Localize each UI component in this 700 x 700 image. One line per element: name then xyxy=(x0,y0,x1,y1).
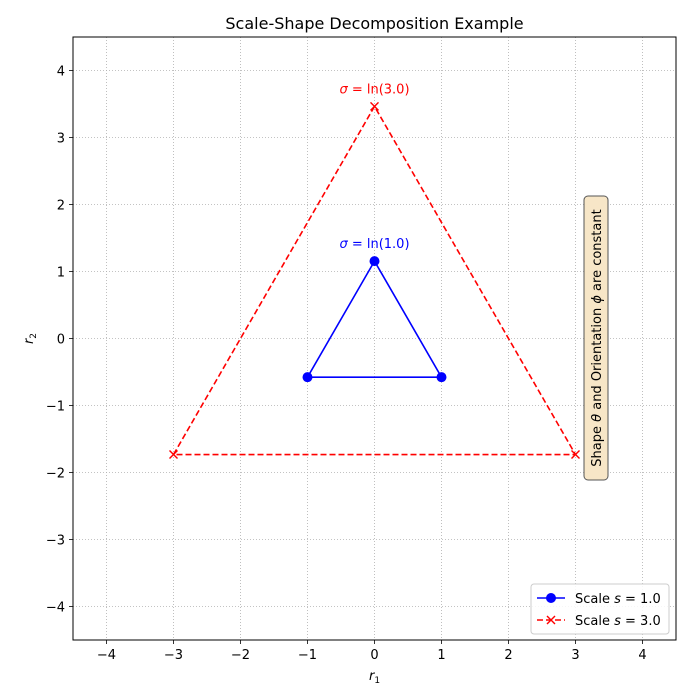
legend-item-2: Scale s = 3.0 xyxy=(537,614,661,629)
series-line xyxy=(172,106,577,456)
x-tick-label: 0 xyxy=(370,648,378,663)
x-tick-label: −2 xyxy=(231,648,250,663)
legend-marker xyxy=(546,615,556,625)
data-point xyxy=(169,450,178,460)
annotations: σ = ln(1.0) σ = ln(3.0) xyxy=(339,82,409,252)
side-note-box xyxy=(583,195,609,481)
series-line xyxy=(306,260,443,378)
y-tick-label: −4 xyxy=(46,601,65,616)
x-tick-label: 3 xyxy=(571,648,579,663)
x-tick-label: 2 xyxy=(504,648,512,663)
x-tick-label: −1 xyxy=(298,648,317,663)
series-1 xyxy=(302,256,447,383)
side-note: Shape θ and Orientation ϕ are constant xyxy=(583,195,609,481)
series-annotation: σ = ln(3.0) xyxy=(339,82,409,97)
y-tick-label: 4 xyxy=(57,65,65,80)
series-layer xyxy=(169,101,580,460)
series-2 xyxy=(169,101,580,460)
data-point xyxy=(369,256,380,267)
y-tick-label: 2 xyxy=(57,199,65,214)
ticks: −4 −3 −2 −1 0 1 2 3 4 −4 −3 −2 −1 0 1 2 3 4 xyxy=(46,65,647,664)
x-axis-label: r1 xyxy=(369,669,380,686)
legend-label: Scale s = 3.0 xyxy=(575,614,661,629)
x-tick-label: −3 xyxy=(164,648,183,663)
legend-label: Scale s = 1.0 xyxy=(575,592,661,607)
y-tick-label: 0 xyxy=(57,333,65,348)
legend-marker xyxy=(546,593,556,603)
y-tick-label: 3 xyxy=(57,132,65,147)
y-tick-label: 1 xyxy=(57,266,65,281)
data-point xyxy=(302,372,313,383)
side-note-text: Shape θ and Orientation ϕ are constant xyxy=(590,209,605,466)
legend: Scale s = 1.0 Scale s = 3.0 xyxy=(530,583,670,635)
data-point xyxy=(370,101,379,111)
x-tick-label: 4 xyxy=(638,648,646,663)
y-tick-label: −2 xyxy=(46,467,65,482)
y-tick-label: −3 xyxy=(46,534,65,549)
y-tick-label: −1 xyxy=(46,400,65,415)
x-tick-label: 1 xyxy=(437,648,445,663)
x-tick-label: −4 xyxy=(97,648,116,663)
series-annotation: σ = ln(1.0) xyxy=(339,237,409,252)
y-axis-label: r2 xyxy=(22,333,39,344)
chart-title: Scale-Shape Decomposition Example xyxy=(225,14,523,33)
legend-box xyxy=(530,583,670,635)
legend-item-1: Scale s = 1.0 xyxy=(537,592,661,607)
data-point xyxy=(436,372,447,383)
data-point xyxy=(571,450,580,460)
